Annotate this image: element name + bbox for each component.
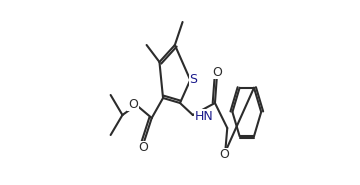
Text: O: O [213,66,222,79]
Text: S: S [190,73,198,86]
Text: O: O [219,148,229,161]
Text: O: O [128,97,138,111]
Text: O: O [138,141,148,154]
Text: HN: HN [194,110,213,123]
